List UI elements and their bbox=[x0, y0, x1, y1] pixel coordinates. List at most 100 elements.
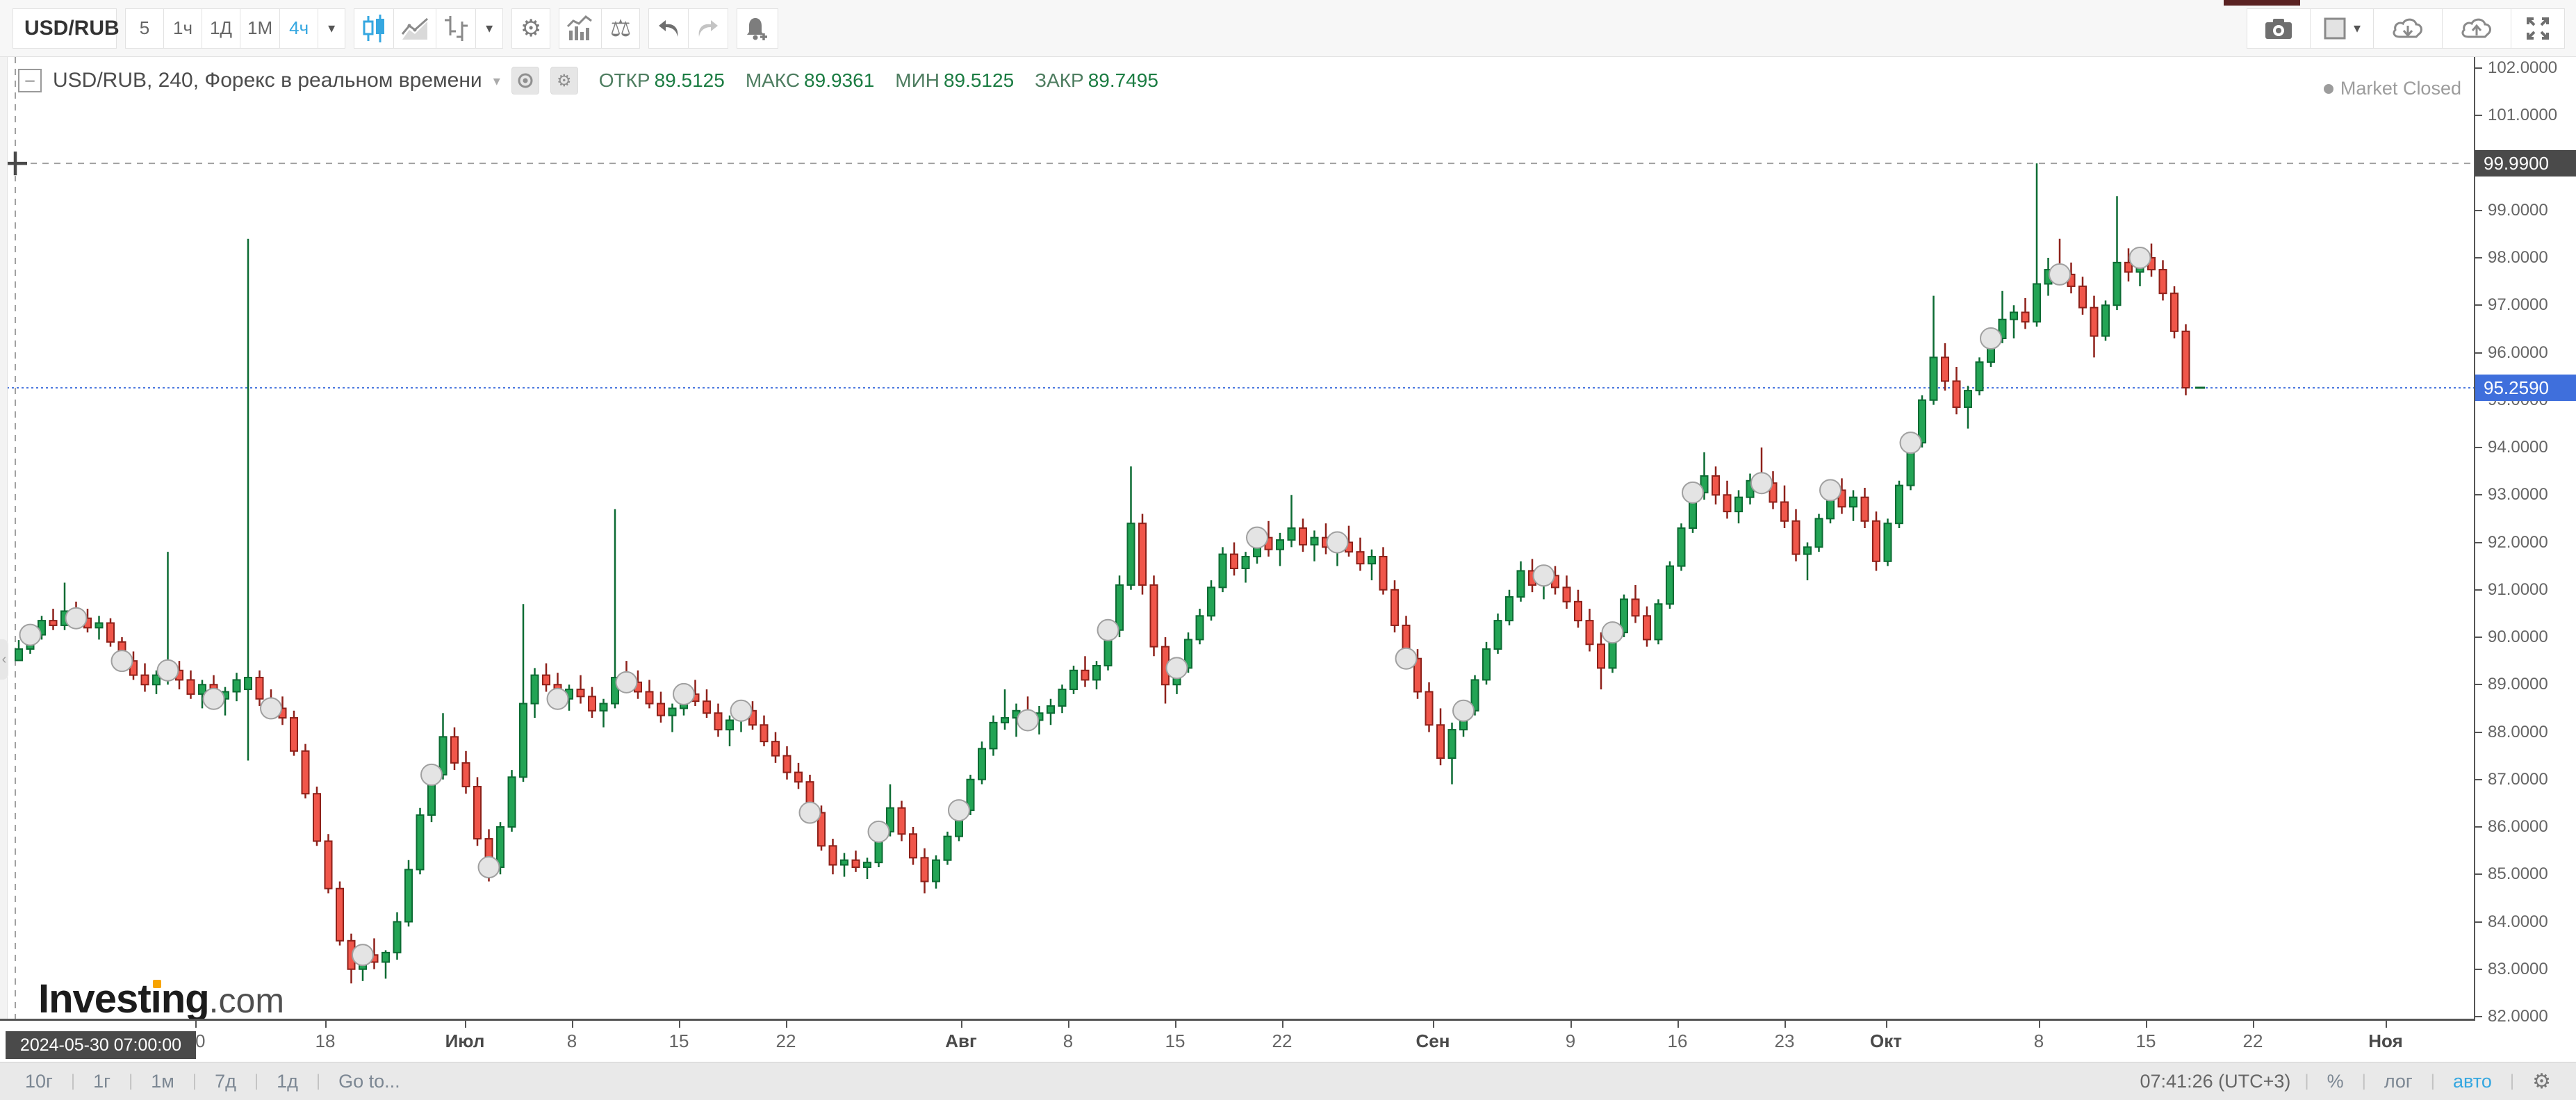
event-marker-icon[interactable] bbox=[260, 697, 282, 720]
price-axis[interactable]: 99.9900 95.2590 102.0000101.0000100.0000… bbox=[2474, 57, 2576, 1026]
background-theme-button[interactable]: ▾ bbox=[2310, 8, 2374, 49]
event-marker-icon[interactable] bbox=[1899, 432, 1922, 454]
event-marker-icon[interactable] bbox=[1682, 481, 1704, 504]
snapshot-button[interactable] bbox=[2247, 8, 2311, 49]
close-label: ЗАКР bbox=[1035, 69, 1084, 91]
load-chart-button[interactable] bbox=[2373, 8, 2443, 49]
time-axis[interactable]: 1018Июл81522Авг81522Сен91623Окт81522Ноя bbox=[0, 1019, 2475, 1062]
candle-body bbox=[1413, 657, 1422, 693]
candlestick-type-button[interactable] bbox=[354, 8, 395, 49]
event-marker-icon[interactable] bbox=[420, 763, 443, 786]
event-marker-icon[interactable] bbox=[730, 699, 753, 722]
redo-button[interactable] bbox=[688, 8, 729, 49]
candle-body bbox=[542, 674, 550, 686]
interval-1mo-button[interactable]: 1M bbox=[240, 8, 281, 49]
event-marker-icon[interactable] bbox=[673, 682, 695, 705]
ohlc-bars-type-button[interactable] bbox=[436, 8, 477, 49]
candle-body bbox=[152, 674, 161, 686]
percent-scale-button[interactable]: % bbox=[2327, 1070, 2344, 1092]
interval-more-caret-button[interactable]: ▾ bbox=[318, 8, 346, 49]
candle-body bbox=[1425, 691, 1434, 726]
candle-body bbox=[2010, 311, 2018, 320]
event-marker-icon[interactable] bbox=[2128, 247, 2151, 269]
time-tick bbox=[325, 1021, 327, 1028]
candle-body bbox=[1941, 356, 1949, 382]
goto-date-button[interactable]: Go to... bbox=[338, 1070, 400, 1092]
undo-button[interactable] bbox=[648, 8, 689, 49]
event-marker-icon[interactable] bbox=[1326, 531, 1349, 554]
log-scale-button[interactable]: лог bbox=[2384, 1070, 2413, 1092]
candle-body bbox=[576, 689, 585, 698]
add-alert-button[interactable] bbox=[737, 8, 779, 49]
event-marker-icon[interactable] bbox=[1097, 618, 1119, 641]
legend-collapse-icon[interactable]: – bbox=[18, 69, 42, 92]
time-tick-label: 23 bbox=[1774, 1031, 1795, 1051]
event-marker-icon[interactable] bbox=[546, 687, 569, 710]
compare-button[interactable]: ⚖ bbox=[601, 8, 641, 49]
chart-type-caret-button[interactable]: ▾ bbox=[475, 8, 504, 49]
candle-body bbox=[1149, 584, 1158, 648]
candle-body bbox=[794, 771, 803, 783]
candle-body bbox=[1379, 555, 1388, 591]
candle-body bbox=[461, 762, 470, 787]
interval-1h-button[interactable]: 1ч bbox=[163, 8, 202, 49]
event-marker-icon[interactable] bbox=[1601, 621, 1624, 644]
price-tick: 87.0000 bbox=[2475, 770, 2548, 789]
chevron-down-icon[interactable]: ▾ bbox=[493, 73, 500, 89]
candle-body bbox=[106, 622, 115, 643]
settings-button[interactable]: ⚙ bbox=[511, 8, 551, 49]
event-marker-icon[interactable] bbox=[477, 856, 500, 879]
series-settings-button[interactable]: ⚙ bbox=[550, 67, 578, 95]
event-marker-icon[interactable] bbox=[110, 650, 133, 673]
axis-settings-button[interactable]: ⚙ bbox=[2532, 1069, 2551, 1093]
candle-body bbox=[416, 814, 425, 871]
event-marker-icon[interactable] bbox=[352, 944, 374, 967]
indicators-button[interactable] bbox=[559, 8, 602, 49]
range-7d-button[interactable]: 7д bbox=[215, 1070, 236, 1092]
panel-collapse-handle[interactable]: ‹ bbox=[0, 639, 8, 680]
interval-1d-button[interactable]: 1Д bbox=[202, 8, 240, 49]
fullscreen-button[interactable] bbox=[2511, 8, 2565, 49]
interval-5m-button[interactable]: 5 bbox=[125, 8, 164, 49]
event-marker-icon[interactable] bbox=[1017, 709, 1039, 732]
event-marker-icon[interactable] bbox=[1980, 327, 2002, 350]
event-marker-icon[interactable] bbox=[1246, 526, 1268, 549]
event-marker-icon[interactable] bbox=[1819, 479, 1841, 502]
event-marker-icon[interactable] bbox=[1395, 647, 1418, 670]
toggle-visibility-button[interactable] bbox=[511, 67, 539, 95]
auto-scale-button[interactable]: авто bbox=[2453, 1070, 2492, 1092]
event-marker-icon[interactable] bbox=[867, 820, 890, 843]
candlestick-plot-area[interactable] bbox=[3, 57, 2474, 1019]
range-10y-button[interactable]: 10г bbox=[25, 1070, 53, 1092]
event-marker-icon[interactable] bbox=[1750, 472, 1773, 495]
event-marker-icon[interactable] bbox=[1532, 564, 1555, 587]
range-1d-button[interactable]: 1д bbox=[277, 1070, 298, 1092]
candle-body bbox=[1482, 648, 1491, 681]
range-1m-button[interactable]: 1м bbox=[151, 1070, 174, 1092]
event-marker-icon[interactable] bbox=[65, 607, 88, 630]
save-chart-button[interactable] bbox=[2442, 8, 2511, 49]
separator: | bbox=[315, 1072, 321, 1090]
separator: | bbox=[129, 1072, 133, 1090]
time-tick-label: 22 bbox=[776, 1031, 796, 1051]
event-marker-icon[interactable] bbox=[948, 799, 970, 822]
event-marker-icon[interactable] bbox=[2049, 263, 2071, 286]
symbol-button[interactable]: USD/RUB bbox=[13, 8, 120, 49]
event-marker-icon[interactable] bbox=[202, 687, 225, 710]
event-marker-icon[interactable] bbox=[1165, 657, 1188, 680]
area-chart-type-button[interactable] bbox=[393, 8, 437, 49]
event-marker-icon[interactable] bbox=[19, 623, 42, 646]
candle-body bbox=[404, 869, 413, 923]
event-marker-icon[interactable] bbox=[615, 671, 638, 693]
event-marker-icon[interactable] bbox=[156, 659, 179, 682]
market-status: Market Closed bbox=[2323, 78, 2461, 99]
event-marker-icon[interactable] bbox=[1452, 699, 1475, 722]
range-1y-button[interactable]: 1г bbox=[93, 1070, 110, 1092]
time-tick bbox=[1068, 1021, 1069, 1028]
separator: | bbox=[2361, 1072, 2366, 1090]
chevron-down-icon: ▾ bbox=[328, 21, 336, 36]
candle-body bbox=[1207, 586, 1215, 617]
interval-4h-button[interactable]: 4ч bbox=[279, 8, 319, 49]
event-marker-icon[interactable] bbox=[798, 801, 821, 824]
candle-body bbox=[1356, 551, 1365, 565]
